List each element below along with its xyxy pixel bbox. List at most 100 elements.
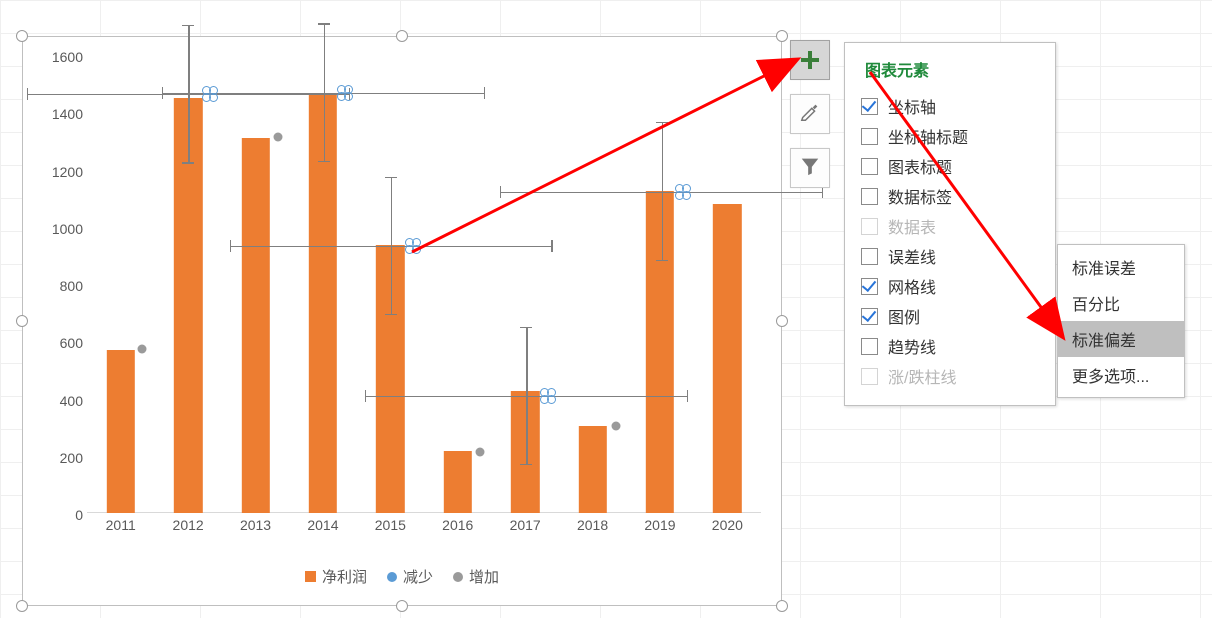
legend-item[interactable]: 减少	[387, 566, 433, 587]
bar[interactable]	[713, 204, 741, 513]
checkbox[interactable]	[861, 278, 878, 295]
legend-label: 减少	[403, 566, 433, 587]
selection-handle[interactable]	[396, 30, 408, 42]
menu-item-label: 图表标题	[888, 154, 952, 178]
chart-legend[interactable]: 净利润 减少 增加	[23, 566, 781, 587]
y-tick-label: 1000	[43, 221, 83, 237]
submenu-item-3[interactable]: 更多选项...	[1058, 357, 1184, 393]
submenu-item-2[interactable]: 标准偏差	[1058, 321, 1184, 357]
errorbar-cap	[182, 25, 194, 26]
plus-icon	[801, 51, 819, 69]
selection-handle[interactable]	[396, 600, 408, 612]
legend-item[interactable]: 增加	[453, 566, 499, 587]
bar[interactable]	[444, 451, 472, 513]
selection-handle[interactable]	[776, 315, 788, 327]
menu-item-9: 涨/跌柱线	[857, 361, 1047, 391]
menu-item-5[interactable]: 误差线	[857, 241, 1047, 271]
x-tick-label: 2018	[559, 517, 626, 545]
errorbar-cap	[182, 162, 194, 163]
chart-elements-button[interactable]	[790, 40, 830, 80]
errorbar-cap	[484, 87, 485, 99]
errorbar-vertical	[662, 123, 663, 260]
selection-handle[interactable]	[16, 30, 28, 42]
checkbox[interactable]	[861, 248, 878, 265]
checkbox[interactable]	[861, 308, 878, 325]
errorbar-submenu: 标准误差百分比标准偏差更多选项...	[1057, 244, 1185, 398]
bar[interactable]	[578, 426, 606, 513]
chart-side-toolbar	[790, 40, 830, 188]
x-tick-label: 2012	[154, 517, 221, 545]
legend-swatch	[387, 572, 397, 582]
funnel-icon	[799, 155, 821, 182]
checkbox[interactable]	[861, 338, 878, 355]
chart-filters-button[interactable]	[790, 148, 830, 188]
marker-decrease[interactable]	[676, 185, 690, 199]
errorbar-cap	[687, 390, 688, 402]
y-tick-label: 0	[43, 507, 83, 523]
menu-item-label: 误差线	[888, 244, 936, 268]
errorbar-vertical	[526, 328, 527, 465]
x-tick-label: 2020	[694, 517, 761, 545]
selection-handle[interactable]	[16, 315, 28, 327]
y-tick-label: 1600	[43, 49, 83, 65]
marker-decrease[interactable]	[338, 86, 352, 100]
marker-decrease[interactable]	[541, 389, 555, 403]
menu-item-2[interactable]: 图表标题	[857, 151, 1047, 181]
checkbox	[861, 218, 878, 235]
errorbar-vertical	[324, 24, 325, 161]
legend-label: 增加	[469, 566, 499, 587]
menu-item-7[interactable]: 图例	[857, 301, 1047, 331]
legend-swatch	[305, 571, 316, 582]
brush-icon	[799, 101, 821, 128]
errorbar-cap	[318, 23, 330, 24]
checkbox[interactable]	[861, 98, 878, 115]
y-tick-label: 200	[43, 450, 83, 466]
bar[interactable]	[511, 391, 539, 513]
marker-increase[interactable]	[273, 133, 282, 142]
legend-item[interactable]: 净利润	[305, 566, 367, 587]
menu-item-1[interactable]: 坐标轴标题	[857, 121, 1047, 151]
chart-styles-button[interactable]	[790, 94, 830, 134]
menu-item-8[interactable]: 趋势线	[857, 331, 1047, 361]
menu-item-label: 数据表	[888, 214, 936, 238]
bar[interactable]	[107, 350, 135, 513]
selection-handle[interactable]	[776, 30, 788, 42]
x-axis: 2011201220132014201520162017201820192020	[87, 517, 761, 545]
submenu-item-0[interactable]: 标准误差	[1058, 249, 1184, 285]
menu-item-6[interactable]: 网格线	[857, 271, 1047, 301]
marker-decrease[interactable]	[203, 87, 217, 101]
checkbox[interactable]	[861, 158, 878, 175]
x-tick-label: 2013	[222, 517, 289, 545]
checkbox[interactable]	[861, 128, 878, 145]
errorbar-cap	[656, 122, 668, 123]
bar[interactable]	[646, 191, 674, 513]
bar[interactable]	[241, 138, 269, 513]
menu-item-3[interactable]: 数据标签	[857, 181, 1047, 211]
selection-handle[interactable]	[16, 600, 28, 612]
marker-increase[interactable]	[138, 344, 147, 353]
y-axis: 02004006008001000120014001600	[43, 57, 83, 513]
chart-elements-menu: 图表元素 坐标轴坐标轴标题图表标题数据标签数据表误差线网格线图例趋势线涨/跌柱线	[844, 42, 1056, 406]
errorbar-cap	[385, 314, 397, 315]
errorbar-cap	[520, 327, 532, 328]
menu-item-label: 网格线	[888, 274, 936, 298]
menu-item-label: 趋势线	[888, 334, 936, 358]
y-tick-label: 1200	[43, 164, 83, 180]
chart-object[interactable]: 02004006008001000120014001600 2011201220…	[22, 36, 782, 606]
plot-area	[87, 57, 761, 513]
selection-handle[interactable]	[776, 600, 788, 612]
y-tick-label: 800	[43, 278, 83, 294]
menu-item-label: 坐标轴标题	[888, 124, 968, 148]
checkbox[interactable]	[861, 188, 878, 205]
marker-increase[interactable]	[476, 448, 485, 457]
x-tick-label: 2017	[491, 517, 558, 545]
x-tick-label: 2019	[626, 517, 693, 545]
menu-item-0[interactable]: 坐标轴	[857, 91, 1047, 121]
menu-item-label: 涨/跌柱线	[888, 364, 956, 388]
errorbar-cap	[385, 177, 397, 178]
menu-item-label: 图例	[888, 304, 920, 328]
marker-increase[interactable]	[611, 422, 620, 431]
marker-decrease[interactable]	[406, 239, 420, 253]
errorbar-vertical	[391, 177, 392, 314]
submenu-item-1[interactable]: 百分比	[1058, 285, 1184, 321]
